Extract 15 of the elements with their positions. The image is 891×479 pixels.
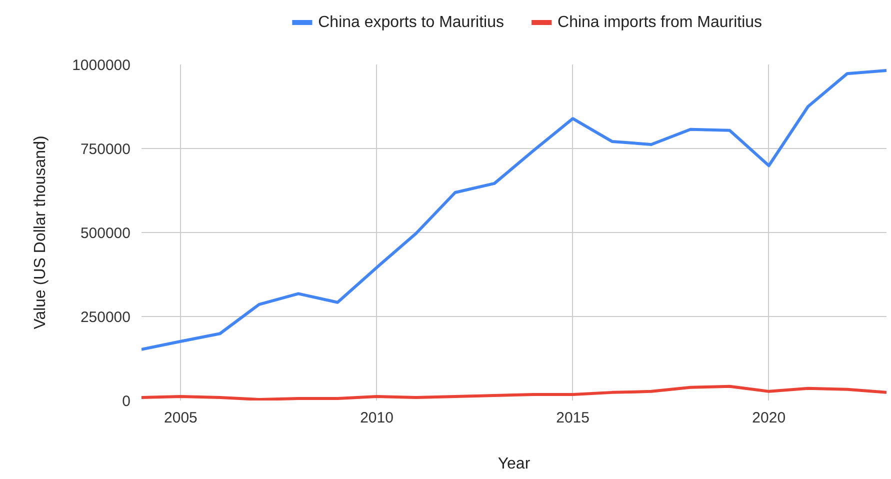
- x-tick-label: 2010: [360, 410, 394, 426]
- y-tick-label: 250000: [80, 309, 131, 326]
- y-tick-label: 0: [122, 393, 130, 410]
- y-axis-title: Value (US Dollar thousand): [32, 136, 50, 330]
- x-tick-label: 2020: [752, 410, 786, 426]
- legend-label: China exports to Mauritius: [318, 14, 504, 31]
- x-tick-label: 2015: [556, 410, 590, 426]
- legend-label: China imports from Mauritius: [558, 14, 762, 31]
- line-series: [142, 384, 886, 400]
- x-axis-title: Year: [498, 456, 531, 472]
- y-tick-label: 1000000: [72, 57, 131, 74]
- y-tick-label: 500000: [80, 225, 131, 242]
- y-tick-label: 750000: [80, 141, 131, 158]
- x-tick-label: 2005: [164, 410, 198, 426]
- line-series: [142, 69, 886, 351]
